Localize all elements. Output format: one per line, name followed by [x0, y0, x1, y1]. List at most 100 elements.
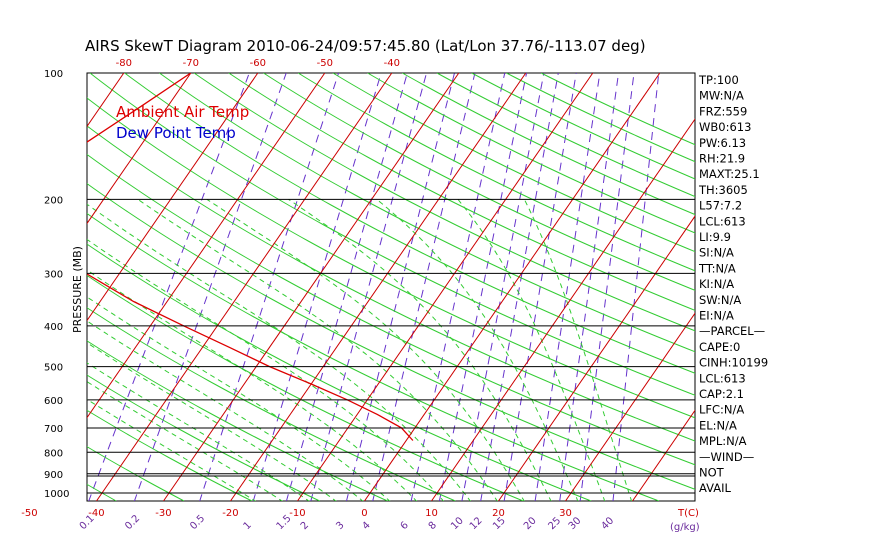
- dry-adiabat-line: [89, 73, 695, 396]
- bottom-temp-tick: -10: [289, 508, 305, 519]
- y-tick-label: 600: [44, 396, 63, 407]
- moist-adiabats: [87, 198, 633, 501]
- y-tick-label: 200: [44, 195, 63, 206]
- dry-adiabat-line: [87, 374, 320, 501]
- mixing-ratio-line: [559, 73, 620, 501]
- dry-adiabat-line: [87, 307, 456, 501]
- isotherm-line: [0, 73, 57, 501]
- series-line-ambient-air-temp: [87, 73, 414, 441]
- y-tick-label: 800: [44, 448, 63, 459]
- legend-ambient-air-temp: Ambient Air Temp: [116, 103, 249, 121]
- top-temp-tick: -60: [250, 58, 266, 69]
- mixing-ratio-label: 2: [299, 520, 311, 532]
- mixing-ratio-line: [252, 73, 382, 501]
- dry-adiabats: [0, 73, 695, 501]
- mixing-ratio-line: [199, 73, 340, 501]
- index-label: TP:100: [698, 73, 739, 87]
- top-temp-tick: -70: [183, 58, 199, 69]
- dry-adiabat-line: [540, 73, 695, 146]
- isotherm-line: [498, 215, 695, 501]
- dry-adiabat-line: [193, 73, 695, 332]
- index-label: TH:3605: [698, 183, 748, 197]
- dry-adiabat-line: [297, 73, 695, 272]
- isotherm-line: [431, 118, 695, 501]
- index-label: MPL:N/A: [699, 434, 747, 448]
- index-label: PW:6.13: [699, 136, 746, 150]
- dry-adiabat-line: [87, 340, 388, 501]
- dry-adiabat-line: [124, 73, 695, 374]
- dry-adiabat-line: [87, 274, 524, 501]
- dry-adiabat-line: [506, 73, 695, 163]
- index-label: LFC:N/A: [699, 403, 744, 417]
- isotherm-line: [96, 73, 393, 501]
- mixing-ratio-label: 0.2: [123, 513, 142, 532]
- isotherm-line: [364, 73, 661, 501]
- temp-unit-label: T(C): [677, 508, 699, 519]
- mixing-ratio-line: [438, 73, 528, 501]
- index-label: —WIND—: [699, 450, 754, 464]
- mixing-ratio-label: 40: [599, 515, 616, 532]
- dry-adiabat-line: [87, 183, 695, 490]
- sounding-series: [87, 73, 414, 441]
- index-label: MAXT:25.1: [699, 167, 760, 181]
- dry-adiabat-line: [471, 73, 695, 180]
- moist-adiabat-line: [523, 199, 633, 501]
- index-label: CINH:10199: [699, 356, 768, 370]
- moist-adiabat-line: [87, 342, 337, 501]
- mixing-ratio-line: [88, 73, 250, 501]
- dry-adiabat-line: [87, 125, 695, 442]
- y-tick-label: 300: [44, 269, 63, 280]
- chart-title: AIRS SkewT Diagram 2010-06-24/09:57:45.8…: [85, 37, 646, 55]
- dry-adiabat-line: [87, 212, 660, 501]
- moist-adiabat-line: [87, 269, 418, 501]
- bottom-temp-tick: 10: [425, 508, 438, 519]
- dry-adiabat-line: [87, 153, 695, 466]
- dry-adiabat-line: [402, 73, 695, 216]
- dry-adiabat-line: [263, 73, 695, 291]
- y-tick-label: 400: [44, 322, 63, 333]
- index-label: LCL:613: [699, 371, 746, 385]
- moist-adiabat-line: [457, 199, 606, 501]
- mixing-ratio-line: [461, 73, 545, 501]
- dry-adiabat-line: [367, 73, 695, 234]
- moist-adiabat-line: [87, 381, 284, 501]
- index-label: —PARCEL—: [699, 324, 765, 338]
- isobar-lines: [87, 198, 695, 494]
- mixing-ratio-label: 1: [242, 520, 254, 532]
- index-label: MW:N/A: [699, 89, 744, 103]
- mixing-ratio-label: 3: [334, 520, 346, 532]
- dry-adiabat-line: [0, 73, 48, 501]
- mixing-ratio-line: [410, 73, 506, 501]
- index-label: CAPE:0: [699, 340, 740, 354]
- mixing-ratio-label: 4: [360, 520, 372, 532]
- moist-adiabat-line: [376, 199, 579, 501]
- legend-dew-point-temp: Dew Point Temp: [116, 124, 236, 142]
- top-temp-tick: -80: [116, 58, 132, 69]
- isotherm-line: [87, 73, 192, 225]
- index-label: AVAIL: [699, 481, 732, 495]
- mixing-ratio-label: 10: [449, 515, 466, 532]
- index-label: SW:N/A: [699, 293, 741, 307]
- mixing-ratio-label: 0.5: [188, 513, 207, 532]
- index-label: EI:N/A: [699, 309, 734, 323]
- dry-adiabat-line: [332, 73, 695, 253]
- top-temp-tick: -50: [317, 58, 333, 69]
- mixing-ratio-line: [372, 73, 476, 501]
- mixing-ratio-line: [310, 73, 428, 501]
- mixing-ratio-label: 6: [399, 520, 411, 532]
- index-label: RH:21.9: [699, 152, 745, 166]
- mixing-ratio-line: [579, 73, 635, 501]
- bottom-temp-tick: -30: [155, 508, 171, 519]
- index-label: L57:7.2: [699, 199, 742, 213]
- moist-adiabat-line: [206, 198, 525, 501]
- y-tick-label: 500: [44, 363, 63, 374]
- index-label: LI:9.9: [699, 230, 731, 244]
- moist-adiabat-line: [87, 203, 472, 501]
- top-temp-tick: -40: [384, 58, 400, 69]
- index-label: NOT: [699, 466, 725, 480]
- bottom-temp-tick: 30: [559, 508, 572, 519]
- index-label: FRZ:559: [699, 104, 747, 118]
- bottom-temp-tick: 20: [492, 508, 505, 519]
